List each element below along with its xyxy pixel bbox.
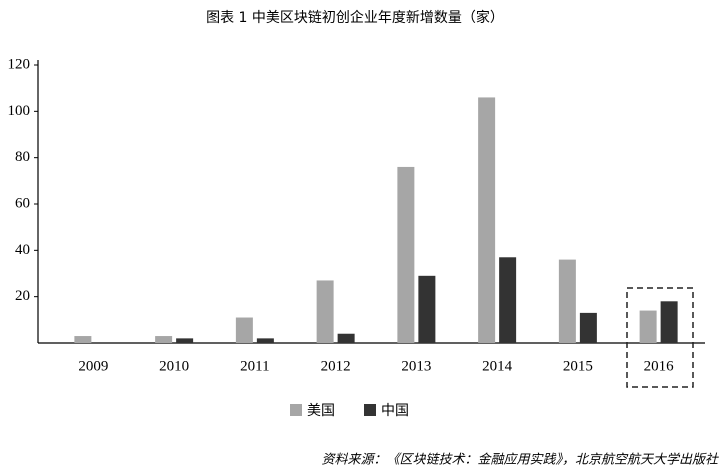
y-tick-label: 60 — [15, 195, 30, 211]
bar — [660, 301, 678, 343]
bar — [256, 338, 274, 343]
bar — [418, 275, 436, 343]
y-tick-label: 80 — [15, 149, 30, 165]
x-tick-label: 2015 — [563, 358, 593, 374]
bar — [235, 317, 253, 343]
legend-swatch — [290, 404, 302, 416]
source-note: 资料来源：《区块链技术：金融应用实践》，北京航空航天大学出版社 — [321, 452, 719, 468]
bar — [558, 259, 576, 343]
x-tick-label: 2012 — [321, 358, 351, 374]
bar — [155, 336, 173, 343]
legend-label: 美国 — [307, 403, 335, 419]
chart-title: 图表 1 中美区块链初创企业年度新增数量（家） — [206, 9, 504, 26]
x-tick-label: 2009 — [78, 358, 108, 374]
y-tick-label: 20 — [15, 288, 30, 304]
legend-swatch — [364, 404, 376, 416]
bar — [397, 166, 415, 343]
bar — [579, 312, 597, 343]
x-tick-label: 2014 — [482, 358, 513, 374]
x-tick-label: 2016 — [644, 358, 675, 374]
x-tick-label: 2011 — [240, 358, 269, 374]
y-tick-label: 100 — [8, 103, 31, 119]
x-tick-label: 2013 — [401, 358, 431, 374]
x-tick-label: 2010 — [159, 358, 189, 374]
y-tick-label: 120 — [8, 56, 31, 72]
bar — [316, 280, 334, 343]
y-tick-label: 40 — [15, 242, 30, 258]
bar — [176, 338, 194, 343]
highlight-box — [626, 287, 694, 388]
bar — [499, 257, 517, 343]
bar — [74, 336, 92, 343]
bar — [639, 310, 657, 343]
bar — [337, 333, 355, 343]
bar — [478, 97, 496, 343]
legend-label: 中国 — [381, 403, 409, 419]
